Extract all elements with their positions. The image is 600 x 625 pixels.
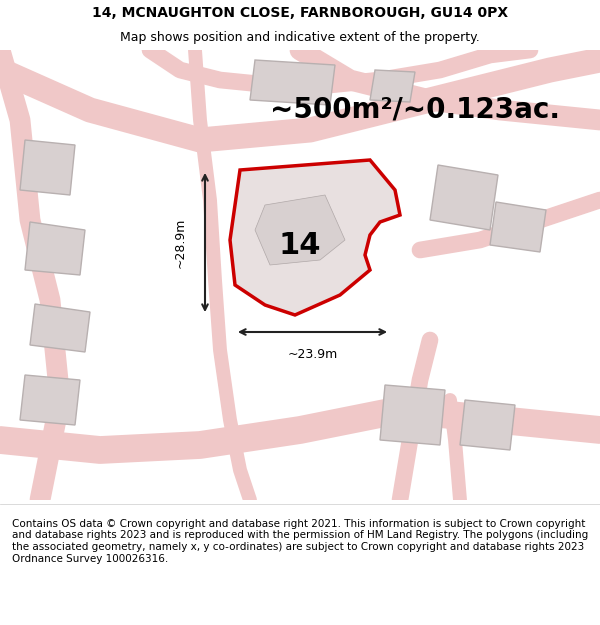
Polygon shape [20, 140, 75, 195]
Text: ~500m²/~0.123ac.: ~500m²/~0.123ac. [270, 96, 560, 124]
Text: ~23.9m: ~23.9m [287, 348, 338, 361]
Polygon shape [490, 202, 546, 252]
Polygon shape [30, 304, 90, 352]
Polygon shape [20, 375, 80, 425]
Polygon shape [370, 70, 415, 102]
Polygon shape [460, 400, 515, 450]
Polygon shape [255, 195, 345, 265]
Polygon shape [430, 165, 498, 230]
Polygon shape [230, 160, 400, 315]
Text: 14, MCNAUGHTON CLOSE, FARNBOROUGH, GU14 0PX: 14, MCNAUGHTON CLOSE, FARNBOROUGH, GU14 … [92, 6, 508, 19]
Text: Map shows position and indicative extent of the property.: Map shows position and indicative extent… [120, 31, 480, 44]
Polygon shape [250, 60, 335, 105]
Polygon shape [380, 385, 445, 445]
Text: Contains OS data © Crown copyright and database right 2021. This information is : Contains OS data © Crown copyright and d… [12, 519, 588, 564]
Text: 14: 14 [279, 231, 321, 259]
Text: ~28.9m: ~28.9m [174, 217, 187, 268]
Polygon shape [25, 222, 85, 275]
